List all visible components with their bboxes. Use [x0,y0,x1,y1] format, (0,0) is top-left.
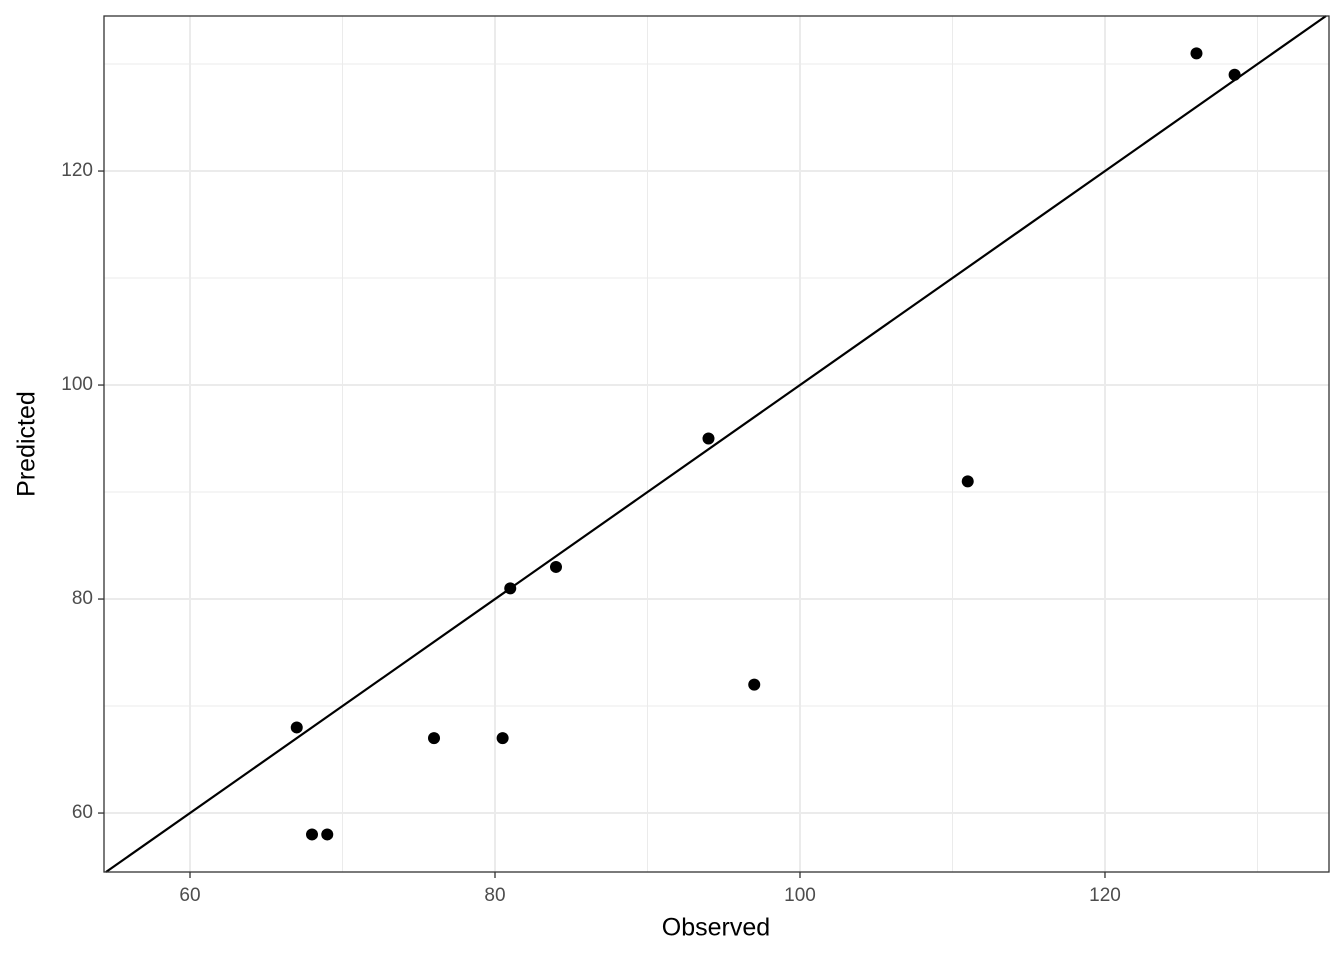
grid [104,16,1329,872]
point [748,678,761,691]
panel-border [103,15,1330,873]
marks [105,15,1327,873]
point [1190,47,1203,60]
x-tick-label: 120 [1089,885,1121,906]
point [549,560,562,573]
y-axis-title: Predicted [13,391,41,497]
point [702,432,715,445]
point [504,582,517,595]
identity-line [105,15,1327,873]
y-tick-label: 60 [72,802,93,823]
point [290,721,303,734]
y-tick-label: 120 [61,160,93,181]
point [961,475,974,488]
point [306,828,319,841]
x-tick-label: 100 [784,885,816,906]
y-tick-label: 100 [61,374,93,395]
point [321,828,334,841]
x-tick-label: 60 [179,885,200,906]
point [496,732,509,745]
x-axis-title: Observed [662,914,770,942]
y-tick-label: 80 [72,588,93,609]
point [428,732,441,745]
x-tick-label: 80 [484,885,505,906]
point [1228,68,1241,81]
